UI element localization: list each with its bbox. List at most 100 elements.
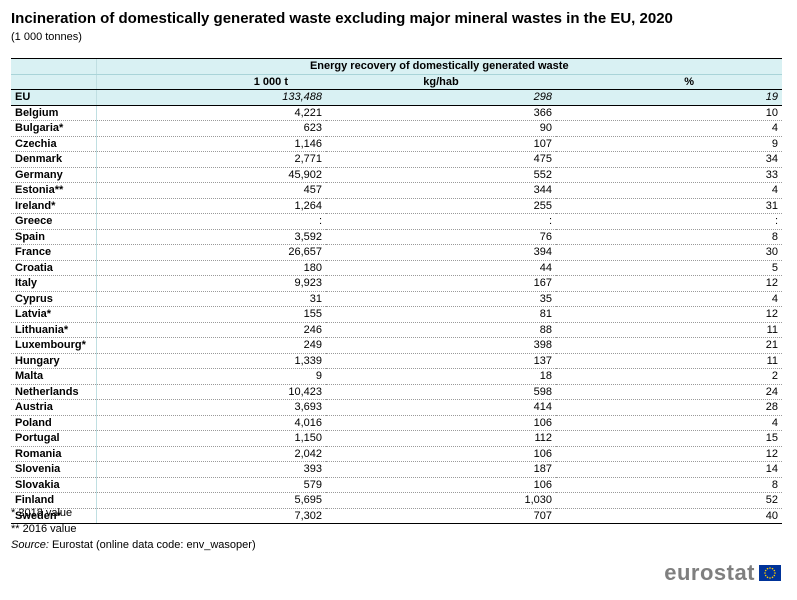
cell-kghab: 167 (326, 275, 556, 292)
column-header-row: 1 000 t kg/hab % (11, 74, 783, 90)
row-name: Latvia* (11, 306, 96, 323)
table-row: Denmark 2,771 475 34 (11, 151, 783, 168)
cell-tonnes: 4,221 (95, 105, 326, 121)
cell-kghab: 552 (326, 167, 556, 183)
cell-kghab: 394 (326, 244, 556, 261)
row-name: Luxembourg* (11, 337, 96, 354)
cell-tonnes: : (95, 213, 326, 230)
source-line: Source: Eurostat (online data code: env_… (11, 539, 256, 551)
cell-percent: 5 (556, 260, 783, 276)
cell-tonnes: 246 (95, 322, 326, 338)
table-row: Finland 5,695 1,030 52 (11, 492, 783, 509)
cell-tonnes: 10,423 (95, 384, 326, 400)
cell-tonnes: 180 (95, 260, 326, 276)
cell-tonnes: 1,150 (95, 430, 326, 447)
table-title: Incineration of domestically generated w… (11, 10, 673, 27)
cell-kghab: 707 (326, 508, 556, 524)
cell-kghab: 90 (326, 120, 556, 137)
table-row: Ireland* 1,264 255 31 (11, 198, 783, 214)
cell-kghab: : (326, 213, 556, 230)
eurostat-logo: eurostat (664, 560, 781, 586)
cell-kghab: 35 (326, 291, 556, 307)
cell-kghab: 187 (326, 461, 556, 478)
cell-percent: : (556, 213, 783, 230)
row-name: Poland (11, 415, 96, 431)
row-name: Bulgaria* (11, 120, 96, 137)
table-row: Estonia** 457 344 4 (11, 182, 783, 199)
cell-kghab: 112 (326, 430, 556, 447)
table-row: France 26,657 394 30 (11, 244, 783, 261)
table-row: Netherlands 10,423 598 24 (11, 384, 783, 400)
cell-tonnes: 457 (95, 182, 326, 199)
row-name: Italy (11, 275, 96, 292)
footnote-2018: * 2018 value (11, 507, 73, 519)
cell-kghab: 598 (326, 384, 556, 400)
row-name: Netherlands (11, 384, 96, 400)
table-row: Germany 45,902 552 33 (11, 167, 783, 183)
group-header-row: Energy recovery of domestically generate… (11, 58, 783, 75)
footnote-2016: ** 2016 value (11, 523, 77, 535)
row-name: Sweden* (11, 508, 96, 524)
flag-star (769, 577, 771, 579)
cell-tonnes: 2,771 (95, 151, 326, 168)
row-name: EU (11, 89, 96, 106)
row-name: France (11, 244, 96, 261)
cell-tonnes: 155 (95, 306, 326, 323)
cell-tonnes: 9 (95, 368, 326, 385)
cell-tonnes: 5,695 (95, 492, 326, 509)
cell-tonnes: 3,693 (95, 399, 326, 416)
table-body: EU 133,488 298 19 Belgium 4,221 366 10 Bulga… (11, 89, 783, 524)
logo-text: eurostat (664, 560, 755, 585)
row-name: Estonia** (11, 182, 96, 199)
table-row: Bulgaria* 623 90 4 (11, 120, 783, 137)
column-header-tonnes: 1 000 t (95, 74, 326, 90)
cell-tonnes: 3,592 (95, 229, 326, 245)
cell-percent: 34 (556, 151, 783, 168)
table-row: Lithuania* 246 88 11 (11, 322, 783, 338)
row-name: Austria (11, 399, 96, 416)
cell-percent: 12 (556, 446, 783, 462)
cell-percent: 8 (556, 477, 783, 493)
cell-kghab: 398 (326, 337, 556, 354)
cell-percent: 9 (556, 136, 783, 152)
row-name: Slovakia (11, 477, 96, 493)
row-name: Finland (11, 492, 96, 509)
cell-kghab: 344 (326, 182, 556, 199)
table-row: Austria 3,693 414 28 (11, 399, 783, 416)
cell-tonnes: 26,657 (95, 244, 326, 261)
eu-flag-icon (759, 565, 781, 581)
table-row: Hungary 1,339 137 11 (11, 353, 783, 369)
header-blank-2 (11, 74, 96, 90)
eu-row: EU 133,488 298 19 (11, 89, 783, 106)
row-name: Malta (11, 368, 96, 385)
row-name: Germany (11, 167, 96, 183)
row-name: Denmark (11, 151, 96, 168)
data-table: Energy recovery of domestically generate… (11, 58, 783, 524)
cell-tonnes: 2,042 (95, 446, 326, 462)
table-row: Latvia* 155 81 12 (11, 306, 783, 323)
cell-kghab: 106 (326, 477, 556, 493)
table-row: Romania 2,042 106 12 (11, 446, 783, 462)
row-name: Spain (11, 229, 96, 245)
cell-kghab: 137 (326, 353, 556, 369)
cell-tonnes: 31 (95, 291, 326, 307)
table-row: Portugal 1,150 112 15 (11, 430, 783, 447)
cell-percent: 8 (556, 229, 783, 245)
cell-kghab: 44 (326, 260, 556, 276)
source-text: Eurostat (online data code: env_wasoper) (51, 539, 256, 551)
cell-tonnes: 579 (95, 477, 326, 493)
table-row: Italy 9,923 167 12 (11, 275, 783, 292)
flag-star (766, 576, 769, 579)
header-blank (11, 58, 96, 75)
cell-kghab: 107 (326, 136, 556, 152)
row-name: Croatia (11, 260, 96, 276)
flag-star (766, 567, 769, 570)
table-subtitle: (1 000 tonnes) (11, 31, 82, 43)
column-header-kghab: kg/hab (326, 74, 556, 90)
table-row: Greece::: (11, 213, 783, 230)
cell-percent: 52 (556, 492, 783, 509)
cell-tonnes: 1,146 (95, 136, 326, 152)
cell-kghab: 88 (326, 322, 556, 338)
cell-kghab: 366 (326, 105, 556, 121)
row-name: Belgium (11, 105, 96, 121)
